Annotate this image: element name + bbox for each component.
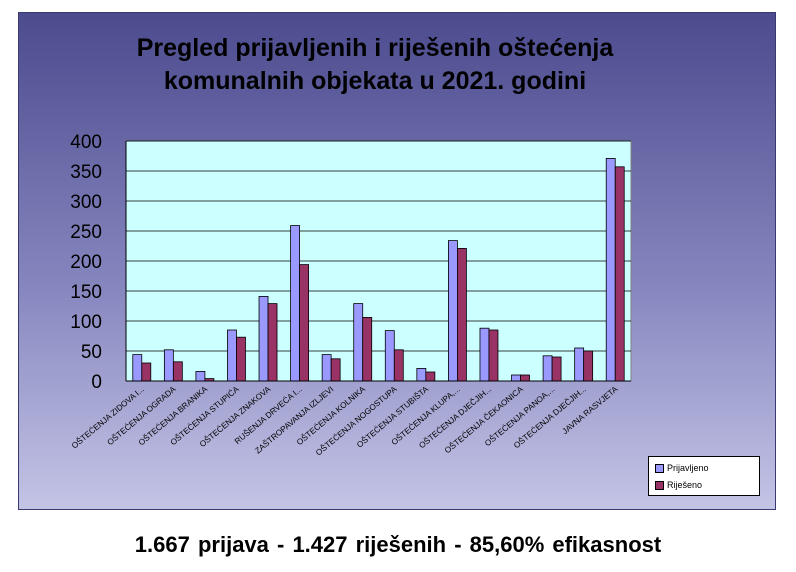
bar-rijeseno <box>614 166 625 382</box>
y-tick-label: 250 <box>70 222 102 243</box>
bar-rijeseno <box>551 356 562 382</box>
y-tick-label: 0 <box>91 372 102 393</box>
bar-prijavljeno <box>511 374 521 382</box>
bar-prijavljeno <box>479 327 490 382</box>
bar-prijavljeno <box>195 370 206 382</box>
y-tick-label: 200 <box>70 252 102 273</box>
bar-rijeseno <box>172 361 183 382</box>
bar-rijeseno <box>488 329 499 382</box>
legend-swatch-prijavljeno <box>655 463 664 473</box>
bar-prijavljeno <box>163 349 174 382</box>
bar-prijavljeno <box>448 240 458 382</box>
grid-lines <box>126 140 631 352</box>
y-tick-label: 150 <box>70 282 102 303</box>
bar-prijavljeno <box>605 157 616 382</box>
legend-label-prijavljeno: Prijavljeno <box>667 463 709 473</box>
bar-rijeseno <box>583 350 594 382</box>
y-tick-label: 350 <box>70 162 102 183</box>
legend: Prijavljeno Riješeno <box>648 456 760 496</box>
bar-rijeseno <box>299 264 309 382</box>
bar-prijavljeno <box>416 367 427 382</box>
bar-rijeseno <box>330 358 341 382</box>
legend-label-rijeseno: Riješeno <box>667 480 703 490</box>
bar-rijeseno <box>267 303 278 382</box>
chart-title-line-2: komunalnih objekata u 2021. godini <box>163 67 587 95</box>
y-tick-label: 50 <box>81 342 102 363</box>
bar-prijavljeno <box>321 354 332 382</box>
bar-rijeseno <box>393 349 404 382</box>
y-axis-ticks: 0 50 100 150 200 250 300 350 400 <box>70 132 631 393</box>
chart-title-line-1: Pregled prijavljenih i riješenih oštećen… <box>136 34 614 62</box>
bar-prijavljeno <box>384 330 395 382</box>
bar-prijavljeno <box>542 355 553 382</box>
bar-prijavljeno <box>132 354 143 382</box>
bar-prijavljeno <box>353 303 364 382</box>
bar-prijavljeno <box>227 329 237 382</box>
y-tick-label: 100 <box>70 312 102 333</box>
bar-rijeseno <box>236 336 246 382</box>
legend-swatch-rijeseno <box>655 480 664 490</box>
summary-text: 1.667 prijava - 1.427 riješenih - 85,60%… <box>134 532 662 557</box>
bar-rijeseno <box>425 371 436 382</box>
bars <box>132 157 625 382</box>
bar-rijeseno <box>457 247 467 382</box>
chart-title: Pregled prijavljenih i riješenih oštećen… <box>95 32 655 98</box>
y-tick-label: 400 <box>70 132 102 153</box>
y-tick-label: 300 <box>70 192 102 213</box>
legend-item-rijeseno: Riješeno <box>655 479 702 491</box>
bar-rijeseno <box>141 362 152 382</box>
x-tick-label: JAVNA RASVJETA <box>561 384 620 436</box>
x-axis-ticks: OŠTEĆENJA ZIDOVA I...OŠTEĆENJA OGRADAOŠT… <box>69 384 620 458</box>
bar-rijeseno <box>362 316 373 382</box>
legend-item-prijavljeno: Prijavljeno <box>655 462 709 474</box>
bar-prijavljeno <box>258 295 269 382</box>
bar-prijavljeno <box>574 347 585 382</box>
bar-rijeseno <box>520 374 530 382</box>
bar-prijavljeno <box>290 225 300 382</box>
